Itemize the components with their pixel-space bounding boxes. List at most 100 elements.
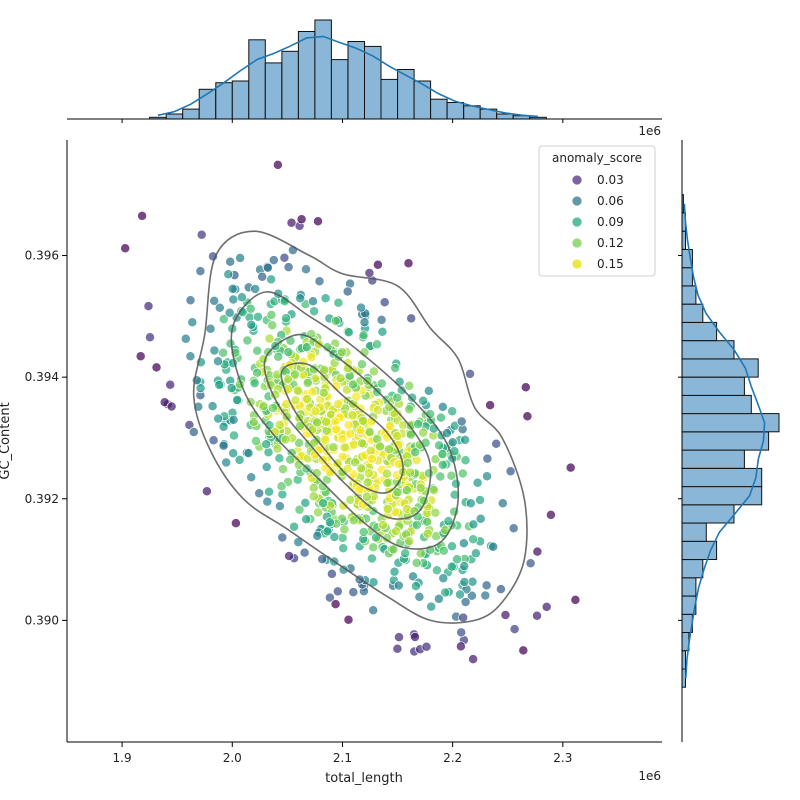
scatter-point (251, 436, 261, 446)
y-tick-label: 0.390 (25, 613, 59, 627)
scatter-point (262, 262, 273, 273)
scatter-point (209, 345, 220, 356)
x-tick-label: 2.0 (223, 751, 242, 765)
x-offset-label-top: 1e6 (638, 124, 661, 138)
y-hist-bar (681, 303, 704, 323)
scatter-point (500, 610, 511, 620)
scatter-point (447, 437, 458, 448)
scatter-point (338, 564, 349, 575)
scatter-point (195, 383, 206, 394)
scatter-point (320, 434, 331, 445)
scatter-point (485, 400, 496, 411)
scatter-point (188, 427, 199, 437)
y-hist-bar (681, 467, 763, 488)
legend-marker (571, 174, 583, 186)
scatter-point (274, 419, 285, 430)
scatter-point (468, 519, 479, 530)
scatter-point (468, 654, 479, 665)
scatter-point (382, 504, 393, 514)
scatter-point (273, 351, 284, 362)
scatter-point (451, 478, 461, 489)
scatter-point (283, 262, 294, 273)
scatter-point (313, 507, 324, 518)
scatter-point (321, 425, 332, 436)
scatter-point (301, 514, 312, 525)
scatter-point (437, 401, 448, 412)
x-tick-label: 2.2 (443, 751, 462, 765)
scatter-point (404, 536, 415, 547)
scatter-point (225, 256, 236, 267)
scatter-point (262, 496, 273, 507)
scatter-point (151, 362, 162, 373)
scatter-point (411, 520, 422, 530)
scatter-point (342, 463, 353, 474)
scatter-point (357, 359, 367, 370)
scatter-point (214, 302, 225, 313)
scatter-point (306, 352, 317, 363)
scatter-point (205, 323, 216, 334)
y-hist-bar (681, 522, 707, 542)
scatter-point (332, 586, 343, 597)
scatter-point (261, 439, 272, 450)
scatter-point (221, 457, 232, 468)
y-tick-label: 0.396 (25, 249, 59, 263)
x-hist-bar (347, 41, 365, 120)
scatter-point (337, 434, 348, 445)
scatter-point (234, 454, 245, 465)
x-hist-bar (182, 108, 200, 120)
scatter-point (264, 486, 275, 497)
scatter-point (279, 252, 290, 263)
scatter-point (449, 489, 460, 500)
scatter-point (330, 316, 341, 326)
scatter-point (289, 369, 300, 380)
x-offset-label-main: 1e6 (638, 769, 661, 783)
scatter-point (446, 470, 457, 481)
scatter-point (295, 293, 306, 304)
scatter-point (258, 401, 269, 412)
scatter-point (447, 406, 458, 417)
scatter-point (525, 558, 536, 569)
scatter-point (350, 457, 361, 468)
scatter-point (518, 645, 529, 656)
scatter-point (289, 521, 300, 532)
x-hist-bar (380, 78, 398, 120)
scatter-point (338, 543, 349, 554)
scatter-point (403, 258, 414, 269)
scatter-point (402, 457, 413, 468)
scatter-point (413, 419, 424, 430)
scatter-point (319, 364, 330, 375)
scatter-point (298, 356, 309, 367)
scatter-point (347, 410, 358, 421)
scatter-point (435, 412, 446, 423)
scatter-point (209, 295, 220, 306)
scatter-point (294, 437, 304, 448)
legend-label: 0.06 (597, 194, 624, 208)
scatter-point (274, 453, 285, 464)
scatter-point (368, 542, 379, 553)
scatter-point (292, 385, 303, 396)
legend-label: 0.12 (597, 236, 624, 250)
y-hist-bar (681, 267, 693, 287)
kde-contour-4 (280, 362, 404, 494)
kde-contour-1 (192, 230, 528, 624)
scatter-point (491, 438, 502, 449)
scatter-point (227, 283, 238, 294)
scatter-point (302, 394, 313, 404)
x-hist-bar (496, 113, 514, 120)
scatter-point (414, 591, 425, 602)
scatter-point (459, 577, 470, 587)
scatter-point (495, 584, 506, 595)
scatter-point (317, 554, 328, 565)
scatter-point (458, 538, 469, 549)
scatter-point (248, 417, 259, 427)
scatter-point (296, 214, 307, 225)
scatter-point (372, 339, 383, 350)
x-hist-bar (397, 69, 415, 120)
scatter-point (213, 413, 224, 424)
scatter-point (392, 487, 403, 498)
scatter-point (407, 392, 418, 403)
scatter-point (390, 363, 401, 373)
scatter-point (520, 382, 531, 393)
scatter-point (351, 391, 362, 402)
y-hist-bar (681, 321, 718, 342)
